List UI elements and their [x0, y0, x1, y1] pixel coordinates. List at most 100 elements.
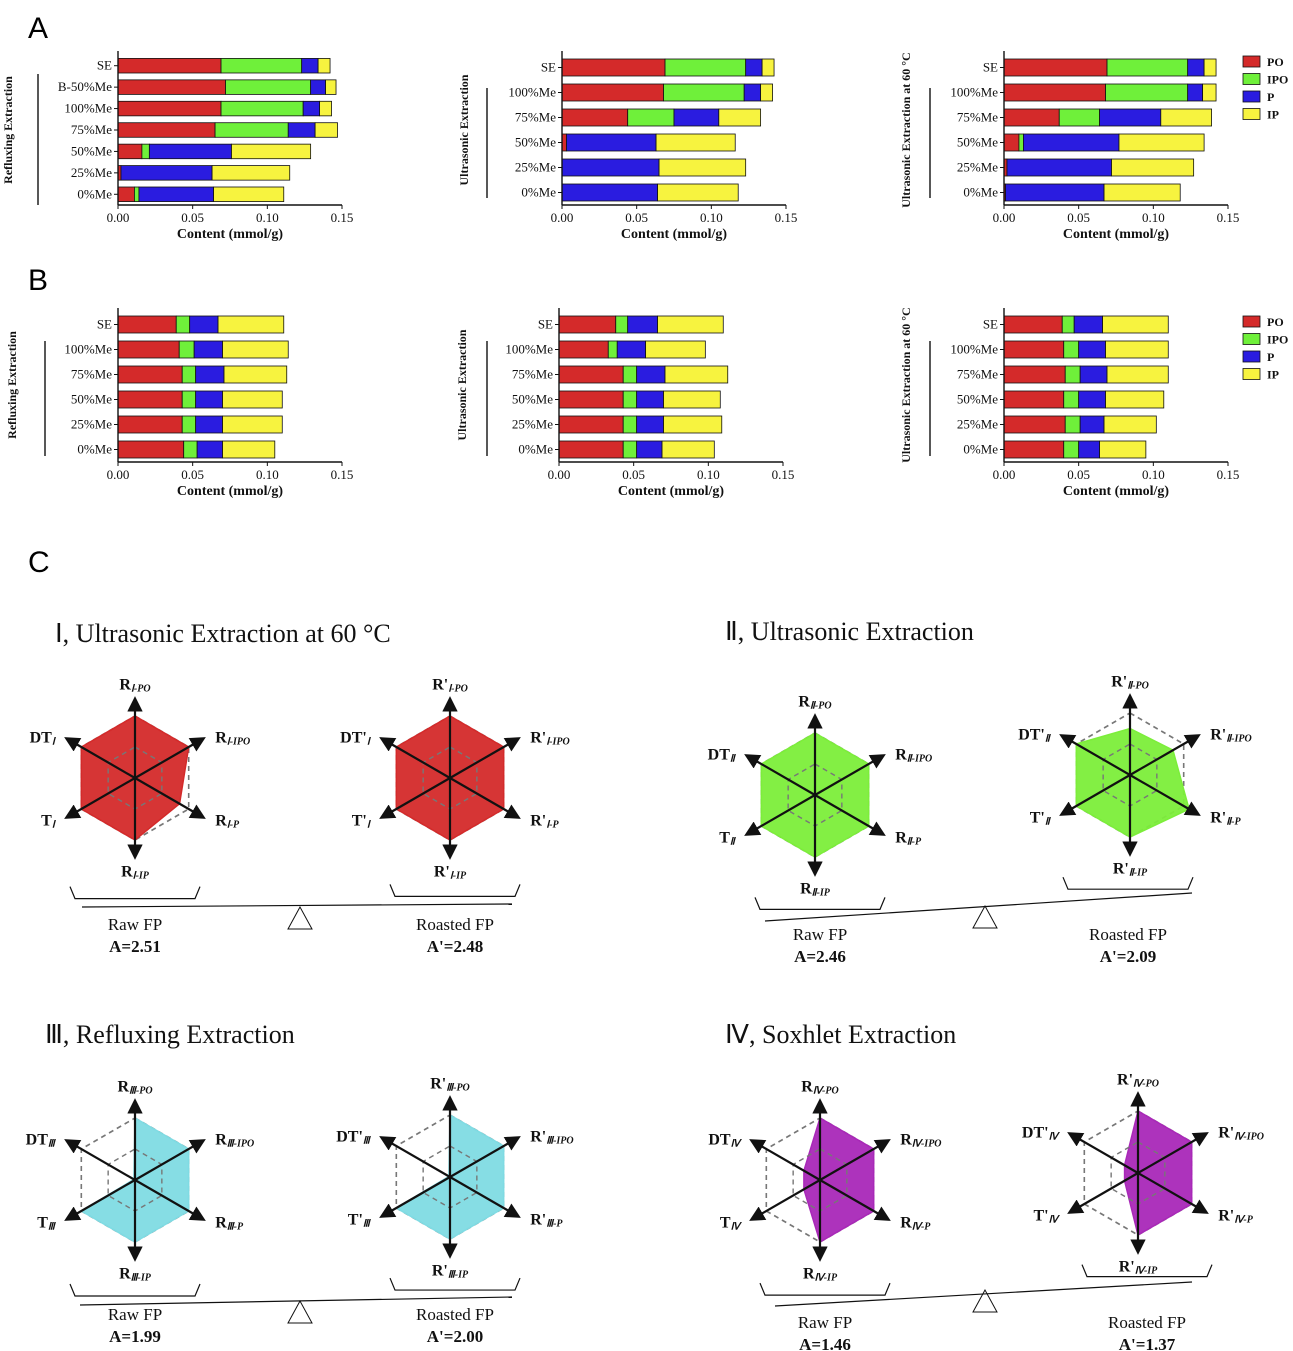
- balance-beam: [79, 1296, 513, 1306]
- legend-swatch: [1242, 73, 1261, 85]
- radar-caption: Roasted FP: [1108, 1313, 1186, 1332]
- radar-axis-label: RⅠ-P: [215, 812, 240, 830]
- radar-label-main: R: [895, 829, 907, 846]
- bar-segment-ip: [661, 440, 715, 459]
- bar-segment-po: [117, 340, 180, 359]
- bar-segment-ipo: [220, 100, 304, 117]
- group-label: Ultrasonic Extraction: [455, 329, 469, 440]
- bar-segment-ip: [645, 340, 706, 359]
- category-label: 50%Me: [957, 392, 998, 407]
- group-label: Ultrasonic Extraction at 60 °C: [899, 52, 913, 207]
- bar-segment-ip: [1203, 58, 1217, 77]
- category-label: 75%Me: [71, 122, 112, 137]
- radar-label-main: T: [37, 1214, 48, 1231]
- bar-segment-ipo: [1018, 133, 1024, 152]
- category-label: SE: [538, 317, 553, 332]
- radar-label-subscript: Ⅱ: [1045, 734, 1052, 745]
- bar-segment-po: [1003, 365, 1066, 384]
- radar-label-main: T': [352, 812, 367, 829]
- bar-segment-ip: [222, 440, 276, 459]
- radar-label-subscript: Ⅰ: [367, 737, 372, 748]
- bar-segment-ip: [222, 415, 283, 434]
- radar-label-subscript: Ⅲ-IP: [131, 1273, 152, 1284]
- radar-label-main: R: [895, 747, 907, 764]
- bar-chart-b-1: SE 100%Me 75%Me 50%Me 25%Me 0%Me 0.00 0.05 0.10 0…: [5, 308, 353, 499]
- bar-segment-po: [558, 415, 624, 434]
- x-axis-title: Content (mmol/g): [621, 227, 727, 242]
- radar-bracket: [1081, 1264, 1213, 1278]
- radar-axis-arrow: [1059, 734, 1131, 776]
- radar-axis-arrow: [449, 737, 521, 779]
- radar-label-main: R: [121, 864, 133, 881]
- bar-segment-p: [148, 143, 232, 160]
- radar-axis-arrow: [1129, 774, 1201, 816]
- bar-segment-p: [1079, 365, 1108, 384]
- radar-axis-label: T'Ⅱ: [1030, 809, 1052, 827]
- bar-segment-po: [558, 440, 624, 459]
- bar-segment-ipo: [1058, 108, 1100, 127]
- radar-bracket: [389, 884, 521, 897]
- bar-segment-ip: [211, 165, 291, 181]
- radar-axis-label: TⅢ: [37, 1214, 57, 1232]
- radar-label-main: R: [117, 1078, 129, 1095]
- radar-label-main: DT': [1018, 727, 1045, 744]
- radar-label-subscript: Ⅲ: [363, 1218, 372, 1229]
- bar-segment-ipo: [181, 390, 197, 409]
- category-label: 50%Me: [71, 143, 112, 158]
- bar-segment-ipo: [622, 440, 638, 459]
- bar-segment-po: [1003, 315, 1063, 334]
- radar-label-subscript: Ⅱ: [730, 836, 737, 847]
- bar-segment-po: [117, 390, 183, 409]
- radar-axis-arrow: [134, 1179, 206, 1221]
- radar-group-4: Ⅳ, Soxhlet ExtractionRⅣ-PORⅣ-IPORⅣ-PRⅣ-I…: [708, 1020, 1264, 1351]
- bar-segment-p: [627, 315, 658, 334]
- radar-axis-arrow: [1067, 1132, 1139, 1174]
- radar-axis-arrow: [744, 754, 816, 796]
- category-label: 75%Me: [512, 367, 553, 382]
- bar-segment-po: [1003, 58, 1108, 77]
- radar-axis-label: R'Ⅲ-PO: [430, 1075, 470, 1093]
- bar-segment-ip: [231, 143, 312, 160]
- bar-segment-ip: [1103, 415, 1157, 434]
- category-label: 75%Me: [957, 110, 998, 125]
- bar-segment-po: [561, 108, 629, 127]
- legend-swatch: [1242, 55, 1261, 68]
- bar-segment-ipo: [225, 79, 312, 95]
- bar-segment-p: [138, 186, 214, 202]
- radar-axis-label: RⅣ-IP: [803, 1266, 838, 1284]
- radar-axis-label: RⅡ-P: [895, 829, 922, 847]
- radar-data-area: [803, 1116, 875, 1244]
- radar-label-subscript: Ⅲ: [48, 1221, 57, 1232]
- bar-segment-ipo: [1105, 83, 1189, 102]
- bar-segment-ip: [1118, 133, 1205, 152]
- bar-segment-p: [310, 79, 326, 95]
- bar-segment-ip: [1099, 440, 1147, 459]
- bar-segment-po: [1003, 415, 1066, 434]
- radar-score: A=2.51: [109, 937, 161, 956]
- radar-axis-label: R'Ⅰ-P: [530, 812, 559, 830]
- legend-swatch: [1242, 90, 1261, 103]
- balance-beam: [774, 1281, 1193, 1307]
- radar-bracket: [69, 1283, 201, 1297]
- category-label: B-50%Me: [58, 79, 112, 94]
- bar-segment-ipo: [183, 440, 198, 459]
- radar-caption: Roasted FP: [416, 915, 494, 934]
- radar-label-main: R': [432, 676, 448, 693]
- bar-segment-ip: [222, 390, 283, 409]
- category-label: 25%Me: [71, 165, 112, 180]
- radar-label-main: R': [1218, 1125, 1234, 1142]
- radar-label-main: DT: [26, 1132, 49, 1149]
- bar-segment-ipo: [214, 122, 289, 138]
- bar-segment-po: [117, 58, 222, 74]
- radar-label-main: R': [1111, 673, 1127, 690]
- x-tick-label: 0.15: [1217, 210, 1240, 225]
- bar-segment-p: [636, 415, 664, 434]
- x-tick-label: 0.10: [256, 210, 279, 225]
- radar-axis-label: R'Ⅳ-IPO: [1218, 1125, 1264, 1143]
- radar-axis-arrow: [1059, 774, 1131, 816]
- radar-label-subscript: Ⅲ: [363, 1136, 372, 1147]
- radar-label-main: R: [900, 1132, 912, 1149]
- bar-segment-ipo: [141, 143, 150, 160]
